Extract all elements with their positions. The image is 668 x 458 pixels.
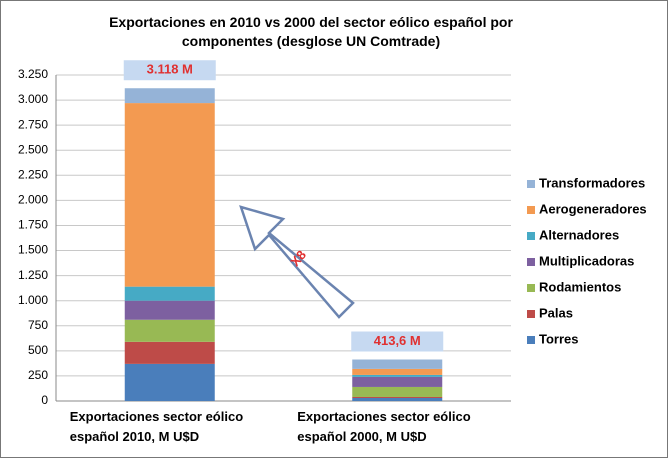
bar-segment [352,359,443,369]
legend-label: Palas [539,305,573,320]
y-tick-label: 250 [28,368,48,382]
y-tick-label: 1.750 [18,218,48,232]
bar-segment [124,88,215,104]
legend-label: Rodamientos [539,279,621,294]
bars [124,88,443,401]
growth-arrow [239,205,355,319]
total-label: 3.118 M [147,62,193,77]
total-label-box [351,331,444,352]
legend-swatch [527,336,535,344]
bar-segment [124,319,215,342]
legend-label: Torres [539,331,579,346]
y-tick-label: 2.000 [18,193,48,207]
grid [55,74,511,402]
y-tick-label: 2.750 [18,117,48,131]
legend-swatch [527,180,535,188]
bar-segment [352,396,443,398]
bar-segment [352,376,443,387]
y-tick-label: 2.500 [18,142,48,156]
total-label-box [123,60,216,81]
chart-title: Exportaciones en 2010 vs 2000 del sector… [109,14,513,49]
legend-swatch [527,206,535,214]
bar-segment [352,386,443,397]
x-tick-label: Exportaciones sector eólico español 2010… [69,409,244,444]
bar-segment [352,374,443,377]
legend-swatch [527,284,535,292]
y-tick-label: 750 [28,318,48,332]
legend-label: Transformadores [539,175,645,190]
legend-swatch [527,258,535,266]
bar-segment [124,363,215,401]
y-tick-label: 1.500 [18,243,48,257]
y-tick-label: 500 [28,343,48,357]
y-tick-label: 2.250 [18,167,48,181]
bar-segment [124,300,215,320]
x-tick-label: Exportaciones sector eólico español 2000… [297,409,471,444]
legend-swatch [527,310,535,318]
bar-segment [124,103,215,287]
legend-label: Alternadores [539,227,619,242]
legend-swatch [527,232,535,240]
total-label: 413,6 M [374,333,421,348]
y-tick-label: 0 [41,393,48,407]
y-tick-label: 1.250 [18,268,48,282]
bar-segment [352,368,443,375]
bar-segment [124,286,215,301]
y-tick-label: 3.000 [18,92,48,106]
bar-segment [124,341,215,364]
legend-label: Multiplicadoras [539,253,634,268]
bar-segment [352,397,443,401]
y-tick-label: 1.000 [18,293,48,307]
y-tick-label: 3.250 [18,67,48,81]
legend-label: Aerogeneradores [539,201,647,216]
